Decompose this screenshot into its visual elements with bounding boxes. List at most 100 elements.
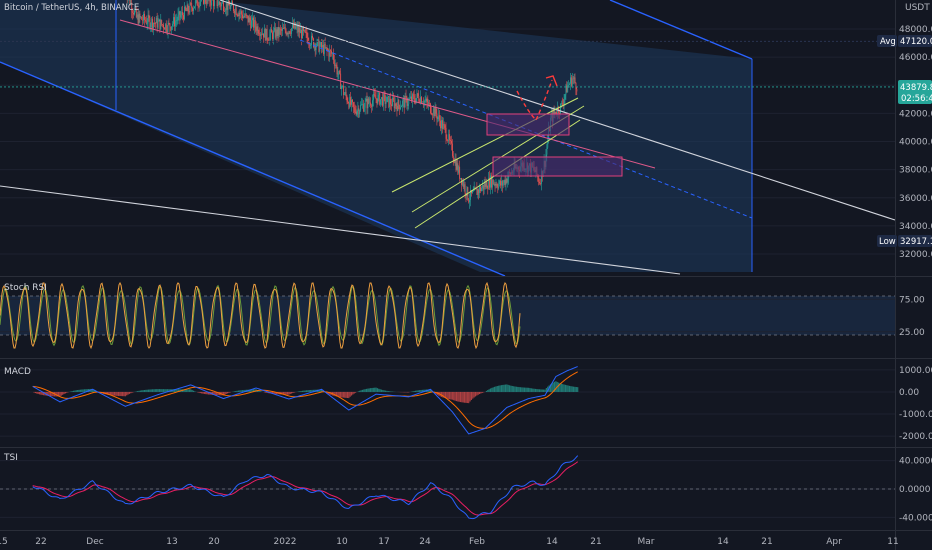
white-support-trendline[interactable]: [0, 185, 681, 275]
candle-body: [237, 14, 239, 16]
candle-body: [378, 92, 380, 96]
white-resistance-trendline[interactable]: [219, 0, 896, 221]
candle-body: [370, 102, 372, 106]
candle-body: [432, 108, 434, 115]
candle-body: [193, 8, 194, 12]
macd-histogram-bar: [137, 391, 139, 392]
macd-histogram-bar: [389, 391, 391, 392]
tsi-signal-line: [32, 461, 579, 516]
candle-body: [355, 111, 357, 115]
candle-body: [303, 27, 304, 32]
macd-histogram-bar: [138, 390, 140, 392]
macd-histogram-bar: [254, 389, 256, 392]
demand-zone-box[interactable]: [492, 156, 623, 177]
candle-body: [259, 34, 261, 37]
macd-histogram-bar: [573, 386, 575, 392]
candle-body: [171, 26, 173, 30]
candle-body: [498, 183, 500, 189]
macd-histogram-bar: [417, 390, 419, 392]
macd-histogram-bar: [154, 389, 156, 392]
candle-body: [131, 2, 133, 12]
candle-body: [335, 65, 337, 66]
candle-body: [149, 17, 151, 28]
macd-histogram-bar: [337, 391, 339, 397]
macd-histogram-bar: [555, 381, 557, 392]
candle-body: [235, 8, 237, 15]
tsi-line: [32, 455, 579, 520]
candle-body: [313, 38, 314, 48]
price-pane[interactable]: [0, 0, 896, 277]
candle-body: [261, 33, 263, 35]
tsi-pane[interactable]: [0, 455, 895, 520]
candle-body: [298, 27, 300, 33]
blue-dashed-midline[interactable]: [299, 39, 753, 219]
candle-body: [333, 53, 334, 61]
macd-histogram-bar: [157, 389, 159, 392]
candle-body: [506, 178, 508, 183]
candle-body: [290, 33, 292, 34]
candle-body: [292, 23, 293, 29]
macd-histogram-bar: [207, 391, 210, 395]
macd-histogram-bar: [192, 390, 195, 392]
candle-body: [283, 27, 285, 29]
candlesticks[interactable]: [125, 0, 578, 209]
candle-body: [368, 98, 370, 103]
pink-trendline[interactable]: [119, 19, 656, 169]
candle-body: [186, 4, 188, 11]
countdown-value: 02:56:47: [901, 94, 932, 104]
stoch-rsi-pane[interactable]: [0, 281, 895, 350]
candle-body: [405, 96, 407, 98]
macd-histogram-bar: [90, 388, 92, 392]
projected-path-arrow[interactable]: [516, 79, 553, 122]
time-axis[interactable]: 15 22 Dec 13 20 2022 10 17 24 Feb 14 21 Mar 14 21 Apr 11: [0, 537, 899, 547]
candle-body: [469, 199, 471, 203]
candle-body: [455, 159, 457, 170]
tsi-title: TSI: [3, 453, 18, 463]
candle-body: [431, 113, 432, 115]
candle-body: [323, 44, 324, 54]
candle-body: [561, 103, 562, 104]
candle-body: [381, 97, 382, 100]
channel-upper-edge[interactable]: [609, 0, 753, 60]
macd-histogram-bar: [365, 388, 368, 392]
macd-histogram-bar: [552, 382, 554, 392]
last-price-tag: 43879.81 02:56:47: [898, 80, 932, 104]
macd-histogram-bar: [384, 390, 387, 392]
macd-histogram-bar: [123, 391, 125, 397]
candle-body: [326, 47, 328, 51]
macd-histogram-bar: [345, 391, 347, 398]
candle-body: [136, 14, 138, 18]
candle-body: [389, 98, 391, 108]
macd-pane[interactable]: [0, 366, 895, 437]
candle-body: [452, 143, 453, 156]
macd-histogram-bar: [288, 391, 290, 395]
macd-histogram-bar: [318, 389, 320, 392]
candle-body: [189, 3, 191, 13]
candle-body: [135, 9, 137, 18]
candle-body: [394, 103, 396, 109]
candle-body: [246, 15, 248, 16]
macd-histogram-bar: [326, 391, 328, 394]
supply-zone-box[interactable]: [486, 113, 570, 136]
macd-histogram-bar: [368, 388, 370, 392]
macd-histogram-bar: [92, 388, 94, 392]
candle-body: [392, 97, 394, 101]
candle-body: [161, 19, 163, 25]
candle-body: [337, 73, 339, 75]
candle-body: [485, 181, 487, 187]
descending-channel[interactable]: [0, 0, 752, 272]
macd-histogram-bar: [305, 390, 308, 392]
candle-body: [143, 13, 144, 21]
macd-histogram-bar: [250, 389, 252, 392]
candle-body: [487, 188, 489, 190]
candle-body: [266, 28, 268, 40]
candle-body: [570, 77, 571, 84]
candle-body: [372, 100, 373, 107]
trend-drawings[interactable]: [0, 0, 896, 275]
macd-histogram-bar: [139, 390, 141, 392]
candle-body: [371, 105, 372, 107]
macd-histogram-bar: [526, 387, 528, 392]
macd-histogram-bar: [164, 389, 166, 392]
